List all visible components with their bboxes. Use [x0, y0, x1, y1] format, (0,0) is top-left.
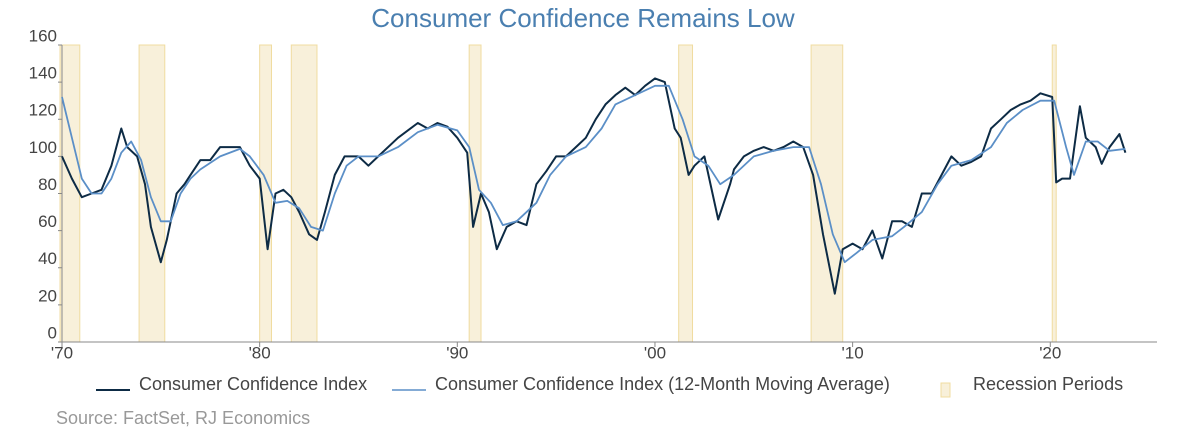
- recession-band: [138, 44, 166, 343]
- y-tick-label: 140: [29, 64, 57, 83]
- x-tick-label: '80: [249, 343, 271, 362]
- y-tick-label: 40: [38, 249, 57, 268]
- y-tick-label: 60: [38, 212, 57, 231]
- recession-band: [290, 44, 318, 343]
- x-tick-label: '90: [446, 343, 468, 362]
- recession-band: [59, 44, 81, 343]
- x-tick-label: '70: [51, 343, 73, 362]
- chart-title: Consumer Confidence Remains Low: [371, 3, 795, 33]
- legend-label: Recession Periods: [973, 374, 1123, 394]
- y-tick-label: 100: [29, 138, 57, 157]
- legend-label: Consumer Confidence Index: [139, 374, 367, 394]
- y-tick-label: 160: [29, 26, 57, 45]
- x-tick-label: '20: [1039, 343, 1061, 362]
- legend-swatch: [940, 382, 951, 398]
- x-tick-label: '10: [842, 343, 864, 362]
- y-tick-label: 80: [38, 175, 57, 194]
- recession-band: [678, 44, 694, 343]
- source-note: Source: FactSet, RJ Economics: [56, 408, 310, 428]
- recession-band: [1051, 44, 1057, 343]
- y-tick-label: 120: [29, 101, 57, 120]
- x-tick-label: '00: [644, 343, 666, 362]
- series-line: [61, 77, 1127, 295]
- y-tick-label: 0: [48, 323, 57, 342]
- series-line: [61, 84, 1126, 264]
- legend-label: Consumer Confidence Index (12-Month Movi…: [435, 374, 890, 394]
- y-tick-label: 20: [38, 286, 57, 305]
